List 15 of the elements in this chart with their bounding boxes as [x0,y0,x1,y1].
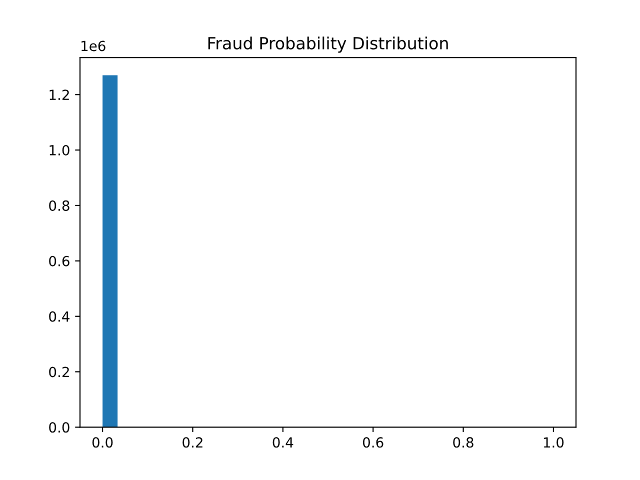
x-tick-label: 1.0 [544,437,564,448]
x-tick-label: 0.4 [272,437,294,448]
x-tick-label: 0.2 [182,437,202,448]
y-tick-label: 0.2 [49,366,69,378]
x-tick-label: 0.8 [453,437,474,448]
y-tick-label: 1.0 [50,145,70,156]
y-tick-label: 0.4 [49,311,70,322]
y-tick-label: 0.0 [49,422,70,433]
y-tick-label: 1.2 [50,90,69,100]
text: 1e6 [82,40,106,52]
x-tick-label: 0.0 [92,437,113,448]
x-tick-label: 0.6 [362,437,384,448]
chart-title: Fraud Probability Distribution [208,36,448,53]
y-tick-label: 0.6 [49,256,70,266]
y-tick-label: 0.8 [49,200,70,211]
